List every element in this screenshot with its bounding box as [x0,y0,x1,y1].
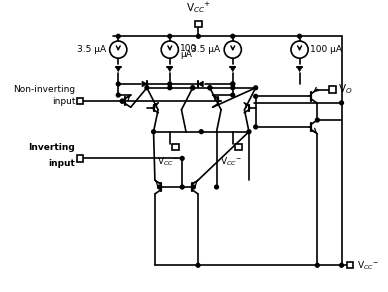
Circle shape [340,101,343,105]
Text: Inverting: Inverting [29,143,75,152]
Circle shape [231,34,235,38]
Bar [172,144,178,150]
Polygon shape [116,67,121,72]
Text: 3.5 μA: 3.5 μA [77,45,106,54]
Circle shape [180,185,184,189]
Circle shape [254,125,258,129]
Circle shape [247,130,251,134]
Circle shape [315,263,319,267]
Text: input: input [52,97,75,106]
Circle shape [231,82,235,86]
Circle shape [116,93,120,97]
Circle shape [120,99,124,103]
Circle shape [231,93,235,97]
Text: 3.5 μA: 3.5 μA [191,45,220,54]
Circle shape [180,157,184,160]
Bar [329,86,336,93]
Text: 100: 100 [180,44,197,53]
Circle shape [298,34,301,38]
Circle shape [161,41,178,58]
Circle shape [168,82,172,86]
Text: V$_{CC}$$^{-}$: V$_{CC}$$^{-}$ [357,259,379,272]
Circle shape [291,41,308,58]
Circle shape [145,86,149,90]
Circle shape [208,86,212,90]
Bar [347,262,353,268]
Text: 100 μA: 100 μA [310,45,342,54]
Circle shape [224,41,241,58]
Text: input: input [48,159,75,168]
Circle shape [231,82,235,86]
Circle shape [120,99,124,103]
Circle shape [254,86,258,90]
Circle shape [191,86,195,90]
Text: Non-inverting: Non-inverting [13,84,75,93]
Polygon shape [297,67,302,72]
Bar [195,21,201,27]
Circle shape [196,263,200,267]
Circle shape [168,34,172,38]
Circle shape [196,34,200,38]
Text: V$_{CC}$$^{-}$: V$_{CC}$$^{-}$ [157,156,179,168]
Bar [77,98,83,104]
Polygon shape [142,81,147,87]
Circle shape [231,86,235,90]
Circle shape [116,34,120,38]
Polygon shape [198,81,203,87]
Circle shape [116,82,120,86]
Bar [236,144,242,150]
Circle shape [168,86,172,90]
Text: V$_{CC}$$^{+}$: V$_{CC}$$^{+}$ [186,0,211,15]
Circle shape [340,263,343,267]
Circle shape [110,41,127,58]
Circle shape [315,118,319,122]
Bar [77,155,83,161]
Text: V$_{CC}$$^{-}$: V$_{CC}$$^{-}$ [220,156,242,168]
Circle shape [192,185,196,189]
Circle shape [199,130,203,134]
Circle shape [215,185,218,189]
Circle shape [208,86,212,90]
Circle shape [152,130,156,134]
Text: V$_O$: V$_O$ [338,83,353,96]
Polygon shape [230,67,236,72]
Circle shape [191,86,195,90]
Circle shape [254,95,258,98]
Circle shape [158,185,161,189]
Text: μA: μA [180,50,192,59]
Polygon shape [167,67,172,72]
